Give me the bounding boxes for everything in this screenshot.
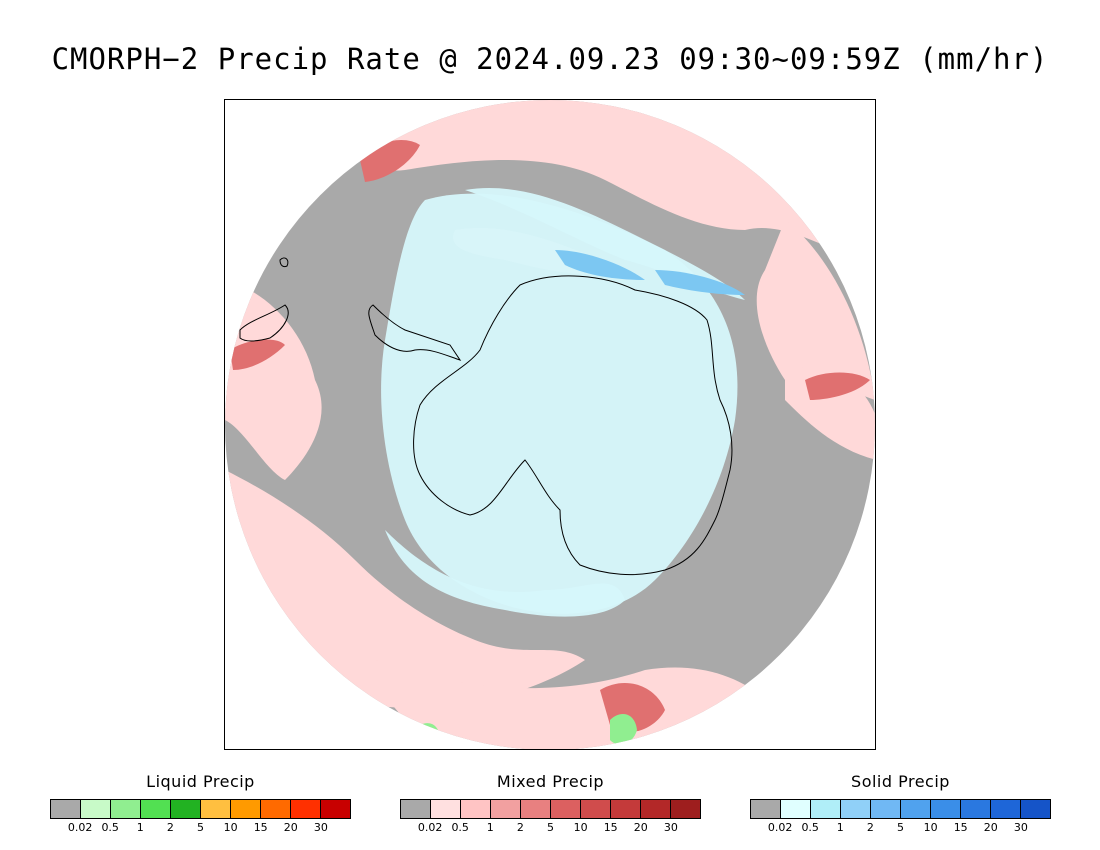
coastlines (239, 257, 733, 576)
legend-tick-label: 2 (866, 821, 874, 834)
legend-tick-label: 10 (923, 821, 938, 834)
legend-liquid-precip: Liquid Precip 0.02 0.5 1 2 5 10 15 20 30 (50, 772, 351, 835)
legend-tick-label: 0.02 (767, 821, 793, 834)
map-disc (225, 100, 875, 749)
legend-tick-label: 0.02 (417, 821, 443, 834)
legend-tick-label: 10 (573, 821, 588, 834)
legend-title-solid: Solid Precip (851, 772, 950, 791)
legend-swatch (171, 800, 201, 818)
solid-medium-north (555, 250, 645, 280)
legend-swatch (961, 800, 991, 818)
legend-tick-label: 15 (603, 821, 618, 834)
legend-tick-label: 10 (223, 821, 238, 834)
legend-title-liquid: Liquid Precip (146, 772, 255, 791)
legend-swatch (781, 800, 811, 818)
solid-medium-northeast (655, 270, 745, 295)
legend-swatch (141, 800, 171, 818)
legend-tick-label: 30 (313, 821, 328, 834)
mixed-strong-east (805, 372, 870, 400)
legend-swatch (551, 800, 581, 818)
legend-tick-label: 30 (663, 821, 678, 834)
map-panel (224, 99, 876, 750)
legend-ticks-solid: 0.02 0.5 1 2 5 10 15 20 30 (750, 821, 1051, 835)
legend-swatch (811, 800, 841, 818)
legend-swatch (401, 800, 431, 818)
legend-swatch (431, 800, 461, 818)
legend-ticks-liquid: 0.02 0.5 1 2 5 10 15 20 30 (50, 821, 351, 835)
legend-colorbar-liquid (50, 799, 351, 819)
legend-tick-label: 15 (953, 821, 968, 834)
mixed-region-southwest (225, 470, 585, 708)
legend-tick-label: 5 (197, 821, 204, 834)
legend-tick-label: 0.5 (451, 821, 469, 834)
south-america-coastline (239, 304, 289, 342)
legend-tick-label: 2 (166, 821, 174, 834)
chart-title: CMORPH−2 Precip Rate @ 2024.09.23 09:30~… (51, 42, 1049, 76)
legend-tick-label: 20 (983, 821, 998, 834)
legend-title-mixed: Mixed Precip (496, 772, 605, 791)
legend-swatch (261, 800, 291, 818)
legend-swatch (111, 800, 141, 818)
legend-swatch (81, 800, 111, 818)
legend-swatch (321, 800, 350, 818)
liquid-region-south (610, 714, 637, 745)
legend-tick-label: 0.5 (101, 821, 119, 834)
legend-swatch (611, 800, 641, 818)
legend-swatch (51, 800, 81, 818)
legend-tick-label: 20 (283, 821, 298, 834)
polar-precip-map (225, 100, 875, 749)
mixed-strong-west (230, 339, 285, 370)
legend-tick-label: 5 (897, 821, 904, 834)
legend-swatch (291, 800, 321, 818)
legend-swatch (901, 800, 931, 818)
legend-tick-label: 0.02 (67, 821, 93, 834)
legend-swatch (581, 800, 611, 818)
legend-colorbar-solid (750, 799, 1051, 819)
legend-swatch (931, 800, 961, 818)
legend-solid-precip: Solid Precip 0.02 0.5 1 2 5 10 15 20 30 (750, 772, 1051, 835)
legend-tick-label: 1 (836, 821, 844, 834)
legend-tick-label: 5 (547, 821, 554, 834)
mixed-region-northeast (756, 220, 875, 400)
legend-tick-label: 1 (486, 821, 494, 834)
legend-ticks-mixed: 0.02 0.5 1 2 5 10 15 20 30 (400, 821, 701, 835)
legend-swatch (991, 800, 1021, 818)
legend-swatch (1021, 800, 1050, 818)
solid-region-antarctica (381, 193, 738, 614)
legend-swatch (671, 800, 700, 818)
legend-tick-label: 2 (516, 821, 524, 834)
legend-swatch (521, 800, 551, 818)
solid-region-south-shelf (385, 530, 625, 617)
legend-tick-label: 30 (1013, 821, 1028, 834)
island-coastline-1 (279, 257, 289, 268)
solid-precip-medium (555, 250, 745, 295)
legend-tick-label: 20 (633, 821, 648, 834)
legend-tick-label: 0.5 (801, 821, 819, 834)
legend-swatch (461, 800, 491, 818)
legend-swatch (871, 800, 901, 818)
legend-swatch (641, 800, 671, 818)
legend-tick-label: 1 (136, 821, 144, 834)
antarctic-peninsula-coastline (368, 304, 462, 361)
legend-tick-label: 15 (253, 821, 268, 834)
legend-swatch (231, 800, 261, 818)
legend-swatch (201, 800, 231, 818)
legend-colorbar-mixed (400, 799, 701, 819)
mixed-region-west (225, 280, 322, 480)
legend-mixed-precip: Mixed Precip 0.02 0.5 1 2 5 10 15 20 30 (400, 772, 701, 835)
antarctica-coastline (413, 275, 733, 576)
legend-swatch (491, 800, 521, 818)
legend-swatch (751, 800, 781, 818)
legend-swatch (841, 800, 871, 818)
